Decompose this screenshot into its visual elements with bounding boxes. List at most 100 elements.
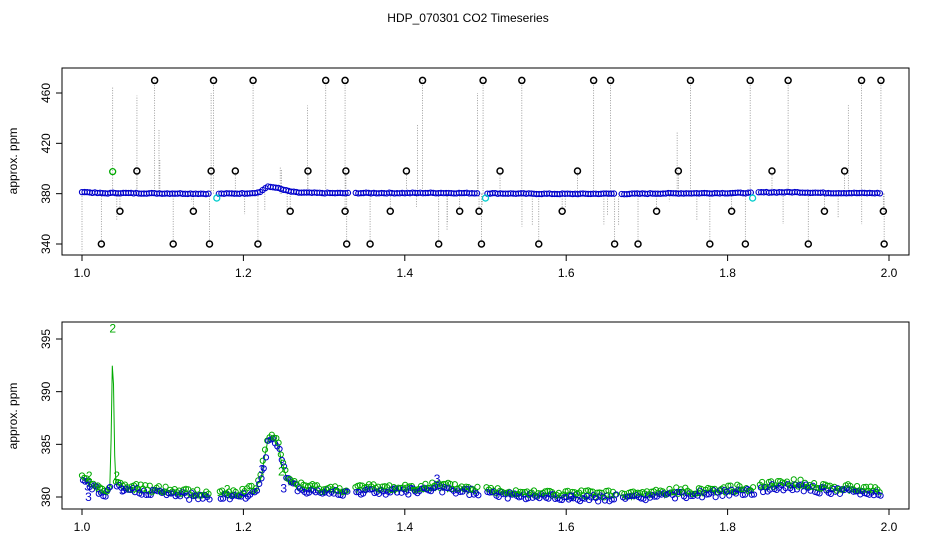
top-x-tick-label: 1.2 [235,266,252,280]
spike-point [366,240,374,248]
series-3-point [434,483,441,490]
series-2-line [81,365,881,501]
series-3-point [726,492,733,499]
series-3-point [735,486,742,493]
bottom-x-tick-label: 1.4 [396,520,413,534]
top-y-tick-label: 460 [39,83,53,103]
series-3-point [405,491,412,498]
series-3-point [280,463,288,470]
series-2-point [750,484,757,491]
spike-point [741,240,750,248]
spike-point [535,240,543,248]
series-3-point [595,498,602,505]
spike-point [231,167,240,175]
series-3-point [651,493,658,500]
baseline-point [254,189,261,196]
spike-point [150,76,159,85]
series-2-point [580,492,587,499]
series-2-point [115,479,122,486]
series-2-point [146,482,153,489]
spike-point [606,76,615,85]
series-3-point [601,497,609,504]
series-3-point [165,490,172,497]
bottom-y-tick-label: 385 [39,434,53,454]
series-3-point [836,490,844,497]
top-plot-frame [61,67,910,256]
bottom-y-tick-label: 380 [39,487,53,507]
point-label: 3 [85,490,92,504]
series-3-point [186,496,193,503]
spike-point [610,240,619,248]
point-label: 2 [224,483,231,497]
point-label: 2 [109,321,116,335]
spike-point [840,167,849,175]
spike-point [386,207,395,216]
series-2-point [600,494,608,501]
spike-point [746,76,754,85]
top-x-tick-label: 1.6 [558,266,575,280]
spike-point [434,240,443,248]
spike-point [286,207,294,216]
series-2-point [311,482,318,489]
series-3-point [253,487,261,494]
spike-point [879,207,888,216]
series-3-point [798,481,805,488]
series-2-point [106,484,113,491]
series-3-point [366,486,374,493]
series-2-point [343,487,350,494]
series-2-point [194,486,201,493]
top-x-tick-label: 1.8 [719,266,736,280]
series-2-point [162,483,169,490]
spike-point [558,207,566,216]
spike-point [169,240,177,248]
series-2-point [768,478,775,485]
series-3-point [235,493,242,500]
series-3-point [134,485,141,492]
flag-point [213,194,221,202]
top-x-tick-label: 1.4 [396,266,413,280]
series-3-point [741,491,749,498]
spike-point [133,167,141,175]
series-3-point [439,489,446,496]
series-2-point [587,488,594,495]
bottom-x-tick-label: 1.2 [235,520,252,534]
series-3-point [217,495,224,502]
series-2-point [795,483,802,490]
series-3-point [671,495,679,502]
series-2-point [280,459,287,466]
bottom-x-tick-label: 1.8 [719,520,736,534]
series-3-point [626,493,633,500]
spike-point [116,207,124,216]
series-2-point [255,477,262,484]
series-2-point [182,485,190,492]
series-3-point [488,488,496,496]
spike-point [342,167,350,175]
spike-point [477,240,486,248]
baseline-point [610,190,618,197]
series-2-point [860,484,867,491]
top-x-tick-label: 2.0 [881,266,898,280]
point-label: 3 [280,482,287,496]
series-2-point [205,490,212,497]
series-3-point [389,485,396,492]
series-2-point [790,476,797,483]
spike-point [589,76,598,85]
spike-point [475,207,483,216]
spike-point [634,240,642,248]
spike-point [402,167,411,175]
top-y-axis-label: approx. ppm [6,128,20,195]
series-3-point [475,492,482,499]
series-2-point [395,484,402,491]
series-2-point [707,485,714,492]
series-3-point [495,493,502,501]
baseline-point [205,190,212,197]
bottom-panel: approx. ppm 1.0 1.2 1.4 1.6 1.8 2.0 380 385 390 3… [6,321,910,534]
spike-point [207,167,215,175]
top-y-tick-label: 420 [39,133,53,153]
spike-point [97,240,106,248]
series-3-point [258,475,265,482]
series-3-point [624,493,631,500]
series-3-point [719,492,726,499]
spike-point [341,76,349,85]
series-3-point [106,483,114,491]
